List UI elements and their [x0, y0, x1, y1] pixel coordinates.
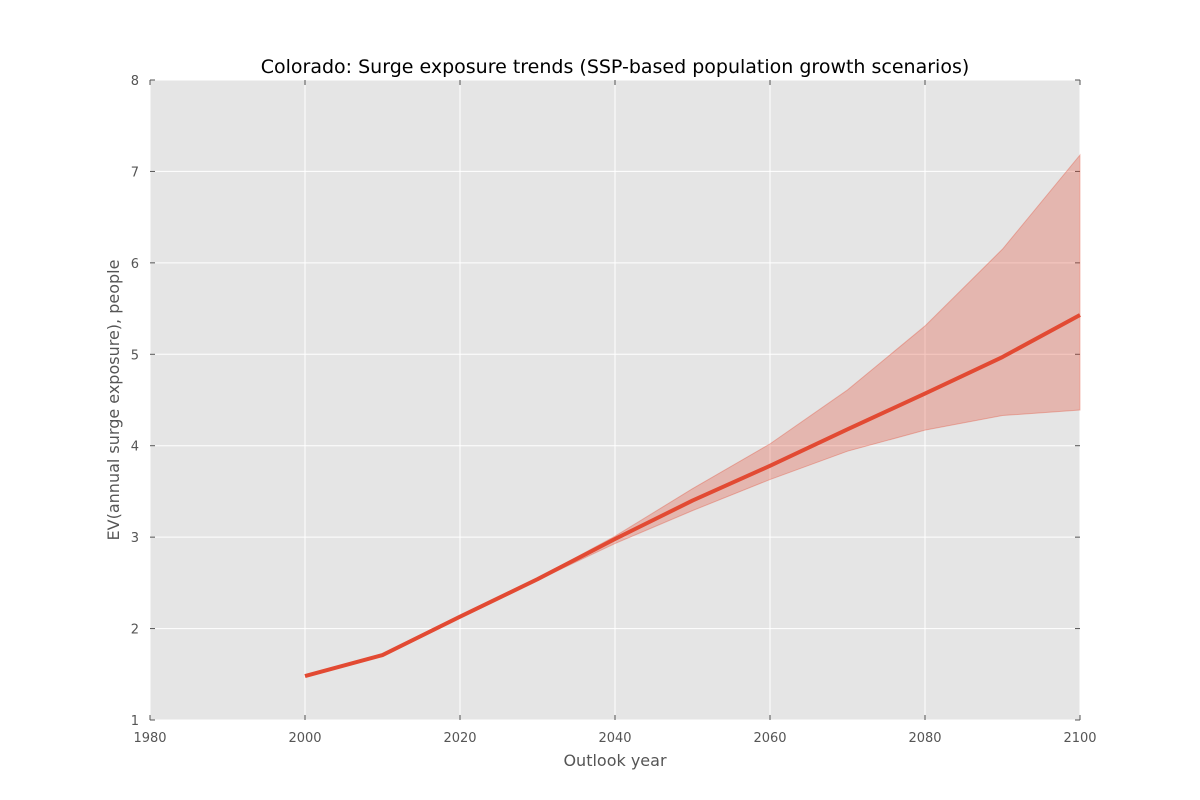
x-tick-label: 2080 — [908, 731, 941, 746]
data-point — [1078, 313, 1082, 317]
data-point — [923, 392, 927, 396]
data-point — [613, 537, 617, 541]
series-line — [304, 313, 1081, 679]
y-tick-label: 1 — [131, 714, 139, 729]
x-gridlines — [149, 80, 1081, 720]
data-point — [303, 674, 307, 678]
x-tick-label: 1980 — [133, 731, 166, 746]
chart-title: Colorado: Surge exposure trends (SSP-bas… — [261, 56, 970, 78]
x-tick-label: 2060 — [753, 731, 786, 746]
data-point — [691, 499, 695, 503]
y-axis-label: EV(annual surge exposure), people — [104, 260, 123, 541]
y-tick-label: 6 — [131, 257, 139, 272]
data-point — [846, 427, 850, 431]
data-point — [381, 653, 385, 657]
y-tick-label: 4 — [131, 440, 139, 455]
y-tick-label: 5 — [131, 348, 139, 363]
data-point — [768, 464, 772, 468]
tick-labels: 1980 2000 2020 2040 2060 2080 2100 1 2 3 4 5 6 7 8 — [131, 74, 1097, 746]
y-tick-label: 8 — [131, 74, 139, 89]
series-line-layer — [303, 313, 1082, 679]
y-tick-label: 2 — [131, 623, 139, 638]
x-tick-label: 2100 — [1063, 731, 1096, 746]
x-axis-label: Outlook year — [563, 751, 667, 770]
data-point — [458, 615, 462, 619]
data-point — [536, 577, 540, 581]
axis-ticks — [149, 79, 1081, 721]
y-tick-label: 3 — [131, 531, 139, 546]
y-tick-label: 7 — [131, 165, 139, 180]
x-tick-label: 2040 — [598, 731, 631, 746]
x-tick-label: 2020 — [443, 731, 476, 746]
data-point — [1001, 355, 1005, 359]
x-tick-label: 2000 — [288, 731, 321, 746]
